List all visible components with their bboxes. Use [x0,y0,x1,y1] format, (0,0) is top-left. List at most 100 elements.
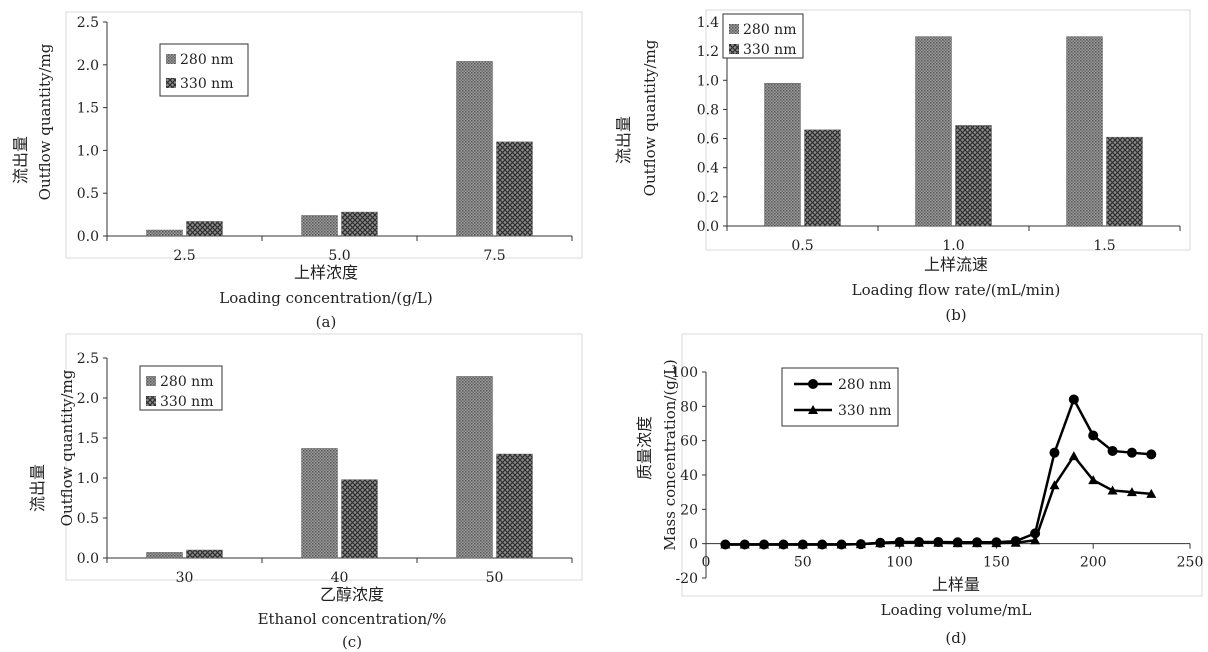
x-tick-label: 100 [886,555,913,571]
point-280nm [1126,447,1137,458]
legend-swatch [146,376,156,386]
bar-280nm-2.5 [146,229,183,237]
legend-swatch [729,44,739,54]
panel-a-xlabel-en: Loading concentration/(g/L) [219,289,432,307]
point-280nm [1146,449,1157,460]
bar-330nm-7.5 [496,141,533,237]
panel-d-frame [681,333,1203,597]
legend-label: 330 nm [838,403,891,419]
y-tick-label: 0 [689,537,698,553]
y-tick-label: 80 [680,399,698,415]
panel-a-ylabel-en: Outflow quantity/mg [36,43,54,200]
legend-label: 330 nm [180,76,233,92]
x-tick-label: 50 [794,555,812,571]
panel-a-plot: 0.0 0.5 1.0 1.5 2.0 2.5 2.5 5.0 7.5 280 nm 330 nm [77,15,573,264]
point-330nm [1107,485,1118,495]
panel-d-xlabel-en: Loading volume/mL [881,601,1032,619]
point-330nm [875,538,886,548]
panel-c-plot: 0.0 0.5 1.0 1.5 2.0 2.5 30 40 50 280 nm 330 nm [77,351,573,586]
panel-d-ylabel-en: Mass concentration/(g/L) [661,359,679,551]
y-tick-label: 0.6 [697,132,719,148]
bar-330nm-1.0 [955,125,992,227]
panel-b-plot: 0.0 0.2 0.4 0.6 0.8 1.0 1.2 1.4 0.5 1.0 1.5 280 nm 3… [697,13,1181,254]
x-tick-label: 7.5 [483,248,505,264]
x-tick-label: 1.0 [942,238,964,254]
bar-330nm-0.5 [804,129,841,227]
legend-label: 330 nm [160,394,213,410]
legend-swatch [166,54,176,64]
panel-b-ylabel-en: Outflow quantity/mg [641,39,659,196]
y-tick-label: 1.0 [697,73,719,89]
x-tick-label: 30 [176,570,194,586]
point-330nm [1030,535,1041,545]
y-tick-label: 2.0 [77,58,99,74]
panel-d: 质量浓度 Mass concentration/(g/L) 上样量 Loadin… [635,333,1203,647]
bar-280nm-1.0 [915,36,952,227]
bar-280nm-30 [146,552,183,559]
y-tick-label: 1.5 [77,101,99,117]
panel-b-xlabel-cn: 上样流速 [924,255,988,274]
panel-a-ylabel: 流出量 Outflow quantity/mg [11,43,54,200]
legend-swatch [146,396,156,406]
point-330nm [1010,537,1021,547]
y-tick-label: 0.0 [697,219,719,235]
panel-c-ylabel-en: Outflow quantity/mg [58,369,76,526]
legend-label: 280 nm [160,374,213,390]
y-tick-label: 1.0 [77,471,99,487]
panel-d-ylabel-cn: 质量浓度 [635,416,654,480]
legend-swatch [166,78,176,88]
panel-a-xlabel-cn: 上样浓度 [294,263,358,282]
point-280nm [1049,447,1060,458]
x-tick-label: 40 [331,570,349,586]
y-tick-label: 0.5 [77,511,99,527]
panel-c-xlabel-en: Ethanol concentration/% [258,610,447,628]
panel-d-caption: (d) [945,629,966,647]
legend-label: 280 nm [180,52,233,68]
x-tick-label: 0 [702,555,711,571]
legend-box [781,367,899,427]
y-tick-label: 0.2 [697,190,719,206]
bar-280nm-40 [301,448,338,559]
point-330nm [759,539,770,549]
bar-280nm-1.5 [1066,36,1103,227]
y-tick-label: -20 [675,571,698,587]
point-280nm [1068,394,1079,405]
point-330nm [1088,475,1099,485]
point-330nm [1146,488,1157,498]
bar-330nm-50 [496,453,533,559]
bar-280nm-0.5 [764,82,801,227]
panel-c-xlabel-cn: 乙醇浓度 [320,585,384,604]
point-330nm [778,539,789,549]
x-tick-label: 200 [1080,555,1107,571]
bar-330nm-40 [341,479,378,559]
x-tick-label: 150 [983,555,1010,571]
point-330nm [836,539,847,549]
legend-marker [808,405,818,414]
point-330nm [1068,451,1079,461]
bar-280nm-5.0 [301,215,338,237]
point-330nm [817,539,828,549]
bar-330nm-5.0 [341,211,378,237]
y-tick-label: 2.0 [77,391,99,407]
bar-330nm-2.5 [186,221,223,237]
legend-label: 280 nm [838,377,891,393]
point-330nm [739,539,750,549]
y-tick-label: 100 [671,365,698,381]
x-tick-label: 5.0 [328,248,350,264]
point-330nm [894,537,905,547]
point-330nm [991,538,1002,548]
point-330nm [720,539,731,549]
point-330nm [1126,487,1137,497]
point-280nm [1088,430,1099,441]
point-330nm [1049,480,1060,490]
y-tick-label: 0.8 [697,102,719,118]
y-tick-label: 60 [680,434,698,450]
panel-b-caption: (b) [945,306,966,324]
y-tick-label: 1.5 [77,431,99,447]
x-tick-label: 1.5 [1093,238,1115,254]
bar-330nm-30 [186,549,223,559]
bar-280nm-7.5 [456,61,493,237]
